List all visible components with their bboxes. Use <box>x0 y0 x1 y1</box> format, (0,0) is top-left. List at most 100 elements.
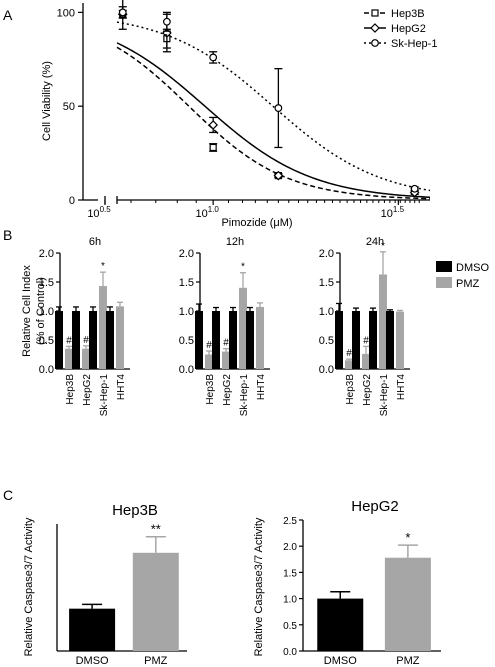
bar-pmz <box>82 348 90 369</box>
y-tick-label: 1.0 <box>283 595 297 606</box>
bar-dmso <box>229 311 237 369</box>
significance-mark: # <box>206 340 212 351</box>
bar-dmso <box>106 311 114 369</box>
panel-label-a: A <box>3 7 13 23</box>
y-axis-title: Relative Caspase3/7 Activity <box>253 517 265 656</box>
x-tick-label: 100.5 <box>87 205 111 220</box>
y-tick-label: 2.5 <box>283 516 297 527</box>
subpanel-6h: 0.0 0.5 1.0 1.5 2.0 6h # Hep3B # HepG2 * Sk-Hep-1 HH… <box>39 236 130 416</box>
x-tick-label: Hep3B <box>65 374 76 405</box>
subpanel-12h: 0.0 0.5 1.0 1.5 2.0 12h # Hep3B # HepG2 * Sk-Hep-1 H… <box>179 236 270 416</box>
bar-pmz <box>132 552 179 651</box>
x-tick-label: Sk-Hep-1 <box>379 374 390 417</box>
bar-dmso <box>317 598 364 651</box>
subpanel-24h: 0.0 0.5 1.0 1.5 2.0 24h # Hep3B # HepG2 * Sk-Hep-1 H… <box>319 236 410 416</box>
x-tick-label: DMSO <box>76 655 109 667</box>
x-tick-label: HepG2 <box>82 374 93 406</box>
bar-pmz <box>222 351 230 369</box>
y-tick-label: 0.0 <box>319 364 334 376</box>
legend-label: Hep3B <box>391 8 425 20</box>
significance-mark: # <box>346 348 352 359</box>
caspase-chart-hepg2: HepG2 Relative Caspase3/7 Activity 0.0 0.5 1… <box>253 498 441 667</box>
panel-a-dose-response: 0 50 100 100.5 101.0 101.5 Pimozide (μM) Cell V… <box>41 0 437 229</box>
x-tick-label: Sk-Hep-1 <box>239 374 250 417</box>
chart-title: Hep3B <box>112 502 158 519</box>
y-tick-label: 2.0 <box>283 542 297 553</box>
bar-dmso <box>369 311 377 369</box>
fit-curve-hep3b <box>116 46 431 200</box>
bar-pmz <box>116 306 124 369</box>
bar-dmso <box>69 608 116 651</box>
y-tick-label: 100 <box>57 7 75 19</box>
x-axis-title: Pimozide (μM) <box>221 217 292 229</box>
bar-dmso <box>246 311 254 369</box>
legend-label: HepG2 <box>391 23 426 35</box>
fit-curve-sk-hep-1 <box>116 21 431 192</box>
bar-pmz <box>256 306 264 369</box>
x-tick-label: PMZ <box>396 655 420 667</box>
panel-b-cell-index: Relative Cell Index (% of Control) 0.0 0.5 1… <box>21 236 489 416</box>
y-axis-title: Relative Cell Index <box>21 265 33 357</box>
bar-dmso <box>195 311 203 369</box>
y-tick-label: 0.5 <box>179 335 194 347</box>
legend-swatch-pmz <box>436 277 452 288</box>
legend-marker-hep3b <box>371 9 379 17</box>
data-point-sk-hep-1 <box>162 17 171 26</box>
x-tick-label: 101.5 <box>381 205 405 220</box>
y-tick-label: 1.0 <box>179 306 194 318</box>
subpanel-title: 6h <box>89 236 101 248</box>
x-tick-label: Hep3B <box>345 374 356 405</box>
significance-mark: * <box>381 241 385 252</box>
fit-curve-hepg2 <box>116 42 431 198</box>
y-tick-label: 1.5 <box>179 277 194 289</box>
bar-dmso <box>212 311 220 369</box>
y-tick-label: 0.5 <box>39 335 54 347</box>
bar-dmso <box>72 311 80 369</box>
data-point-sk-hep-1 <box>118 8 127 17</box>
y-tick-label: 0.0 <box>179 364 194 376</box>
x-tick-label: HepG2 <box>362 374 373 406</box>
x-tick-label: HHT4 <box>396 374 407 401</box>
bar-pmz <box>205 354 213 369</box>
significance-mark: ** <box>151 522 161 537</box>
significance-mark: # <box>83 335 89 346</box>
bar-dmso <box>89 311 97 369</box>
bar-pmz <box>345 360 353 369</box>
y-tick-label: 0 <box>69 195 75 207</box>
significance-mark: # <box>223 338 229 349</box>
y-tick-label: 2.0 <box>179 248 194 260</box>
bar-dmso <box>352 311 360 369</box>
legend-label: PMZ <box>456 278 480 290</box>
y-tick-label: 1.0 <box>319 306 334 318</box>
bar-pmz <box>239 287 247 369</box>
subpanel-title: 24h <box>366 236 384 248</box>
legend-marker-sk-hep-1 <box>371 39 379 47</box>
legend-swatch-dmso <box>436 261 452 272</box>
x-tick-label: HHT4 <box>256 374 267 401</box>
bar-pmz <box>362 353 370 369</box>
bar-pmz <box>384 557 431 651</box>
legend-label: DMSO <box>456 262 489 274</box>
data-point-sk-hep-1 <box>410 184 419 193</box>
y-tick-label: 50 <box>63 101 75 113</box>
y-tick-label: 1.5 <box>283 568 297 579</box>
bar-pmz <box>99 286 107 369</box>
bar-pmz <box>65 348 73 369</box>
panel-label-c: C <box>3 487 13 503</box>
significance-mark: # <box>66 335 72 346</box>
y-axis-title: (% of Control) <box>35 277 47 345</box>
data-point-hepg2 <box>273 170 284 181</box>
bar-dmso <box>386 311 394 369</box>
y-tick-label: 1.0 <box>39 306 54 318</box>
data-point-hep3b <box>209 143 217 152</box>
y-tick-label: 2.0 <box>39 248 54 260</box>
panel-label-b: B <box>3 227 12 243</box>
y-axis-title: Cell Viability (%) <box>41 61 53 141</box>
data-point-sk-hep-1 <box>274 104 283 112</box>
data-point-hepg2 <box>208 120 219 130</box>
x-tick-label: Hep3B <box>205 374 216 405</box>
bar-dmso <box>335 311 343 369</box>
significance-mark: # <box>363 335 369 346</box>
x-tick-label: 101.0 <box>195 205 219 220</box>
